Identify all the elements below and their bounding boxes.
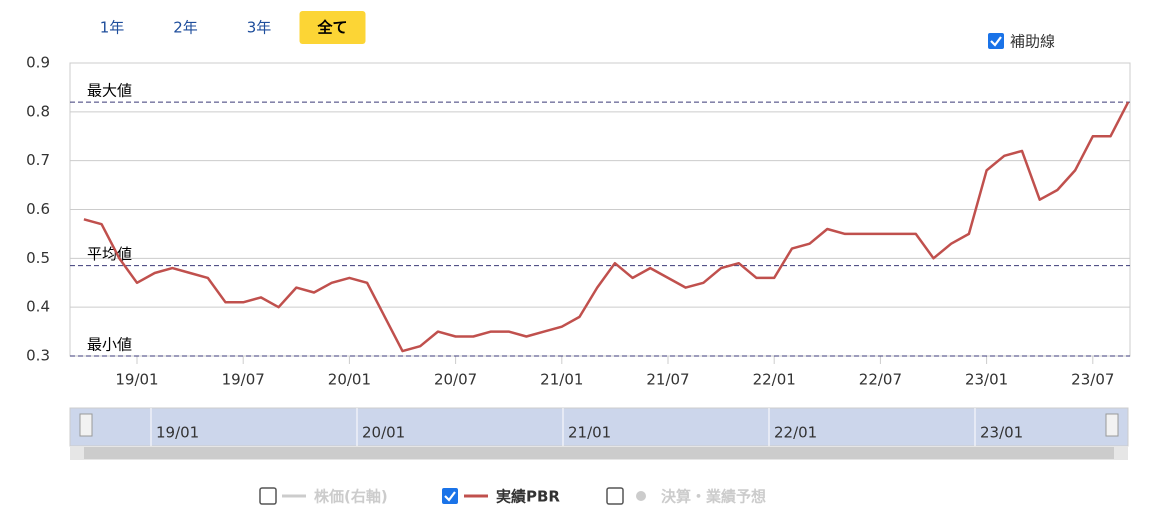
- range-button[interactable]: 2年: [173, 19, 198, 37]
- x-tick-label: 23/01: [965, 371, 1008, 389]
- x-tick-label: 20/01: [328, 371, 371, 389]
- y-tick-label: 0.3: [26, 347, 50, 365]
- navigator-handle[interactable]: [1105, 413, 1119, 437]
- scrollbar-thumb[interactable]: [84, 447, 1114, 459]
- guide-checkbox[interactable]: [988, 33, 1004, 49]
- navigator-tick-label: 21/01: [568, 424, 611, 442]
- x-tick-label: 21/07: [646, 371, 689, 389]
- legend-checkbox[interactable]: [259, 487, 277, 505]
- navigator-tick-label: 20/01: [362, 424, 405, 442]
- x-tick-label: 22/01: [753, 371, 796, 389]
- guide-checkbox-label: 補助線: [1010, 33, 1055, 51]
- x-tick-label: 21/01: [540, 371, 583, 389]
- legend-checkbox-tick: [444, 491, 456, 502]
- x-tick-label: 19/01: [115, 371, 158, 389]
- y-tick-label: 0.8: [26, 102, 50, 120]
- legend-label[interactable]: 株価(右軸): [314, 488, 388, 506]
- range-button-bg[interactable]: [299, 11, 366, 44]
- navigator-tick-label: 23/01: [980, 424, 1023, 442]
- navigator-tick-label: 19/01: [156, 424, 199, 442]
- x-tick-label: 22/07: [859, 371, 902, 389]
- navigator: [69, 407, 1129, 447]
- reference-label: 平均値: [87, 245, 132, 263]
- x-tick-label: 20/07: [434, 371, 477, 389]
- x-tick-label: 23/07: [1071, 371, 1114, 389]
- reference-label: 最小値: [87, 336, 132, 354]
- range-button[interactable]: 全て: [316, 19, 347, 37]
- legend-label[interactable]: 実績PBR: [496, 488, 560, 506]
- range-button[interactable]: 1年: [100, 19, 125, 37]
- y-tick-label: 0.4: [26, 298, 50, 316]
- y-tick-label: 0.9: [26, 54, 50, 72]
- legend-symbol[interactable]: [636, 491, 646, 501]
- x-tick-label: 19/07: [222, 371, 265, 389]
- y-tick-label: 0.5: [26, 249, 50, 267]
- reference-label: 最大値: [87, 82, 132, 100]
- navigator-handle[interactable]: [79, 413, 93, 437]
- y-tick-label: 0.7: [26, 151, 50, 169]
- legend-checkbox[interactable]: [606, 487, 624, 505]
- guide-checkbox-tick: [990, 36, 1002, 47]
- navigator-tick-label: 22/01: [774, 424, 817, 442]
- y-tick-label: 0.6: [26, 200, 50, 218]
- range-button[interactable]: 3年: [247, 19, 272, 37]
- pbr-line: [83, 101, 1130, 353]
- legend-label[interactable]: 決算・業績予想: [661, 488, 766, 506]
- legend-checkbox[interactable]: [442, 488, 458, 504]
